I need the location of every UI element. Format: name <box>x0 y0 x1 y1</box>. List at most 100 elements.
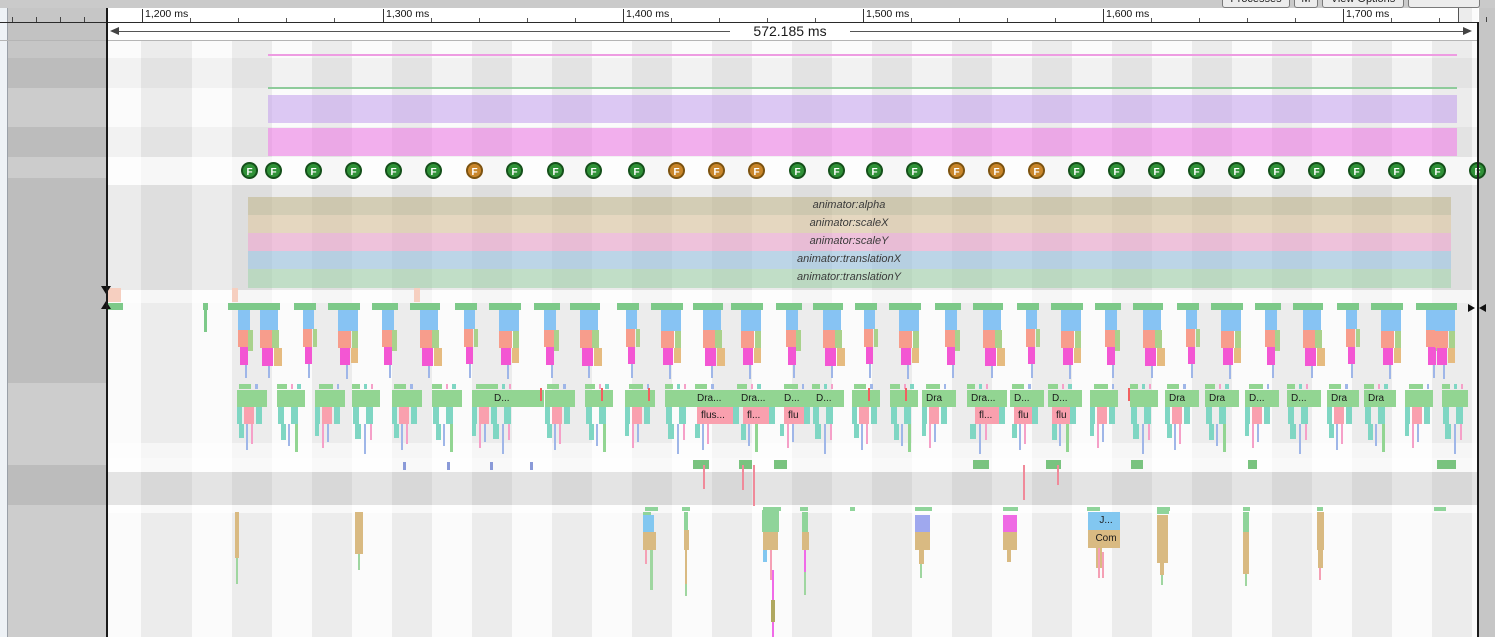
trace-slice[interactable] <box>861 424 863 450</box>
trace-slice[interactable] <box>899 331 912 348</box>
trace-slice[interactable] <box>238 310 250 330</box>
trace-slice[interactable] <box>755 331 761 353</box>
trace-slice[interactable] <box>1145 348 1156 366</box>
trace-slice[interactable] <box>901 424 903 446</box>
trace-slice[interactable] <box>625 390 655 407</box>
trace-slice[interactable] <box>295 424 298 452</box>
trace-slice[interactable] <box>1435 310 1455 331</box>
trace-slice[interactable] <box>1028 384 1031 389</box>
trace-slice[interactable] <box>1183 384 1186 389</box>
trace-slice[interactable] <box>545 390 575 407</box>
trace-slice[interactable] <box>1115 330 1120 351</box>
trace-slice[interactable] <box>1317 512 1324 550</box>
trace-slice[interactable] <box>1243 512 1249 532</box>
trace-slice[interactable] <box>1057 465 1059 485</box>
trace-slice[interactable] <box>967 384 975 389</box>
lavender-duration-track[interactable] <box>268 95 1457 123</box>
trace-slice[interactable] <box>1167 424 1172 438</box>
trace-slice[interactable] <box>804 572 806 595</box>
trace-slice[interactable] <box>1048 384 1058 389</box>
frame-marker[interactable]: F <box>241 162 258 179</box>
trace-slice[interactable] <box>588 366 590 378</box>
trace-slice[interactable] <box>986 384 988 389</box>
trace-slice[interactable] <box>693 460 709 469</box>
trace-slice[interactable] <box>1109 407 1115 424</box>
trace-slice[interactable]: D... <box>1287 390 1321 407</box>
trace-slice[interactable] <box>1424 407 1430 424</box>
trace-slice[interactable] <box>929 424 931 448</box>
trace-slice[interactable] <box>237 390 267 407</box>
trace-slice[interactable] <box>776 303 802 310</box>
trace-slice[interactable] <box>1346 329 1355 347</box>
trace-slice[interactable] <box>472 424 476 436</box>
trace-slice[interactable] <box>545 407 550 424</box>
trace-slice[interactable] <box>274 348 282 366</box>
trace-slice[interactable] <box>1303 330 1315 348</box>
trace-slice[interactable] <box>677 384 680 389</box>
trace-slice[interactable] <box>1249 384 1263 389</box>
trace-slice[interactable] <box>830 424 832 440</box>
trace-slice[interactable] <box>544 310 556 330</box>
trace-slice[interactable] <box>315 424 319 436</box>
trace-slice[interactable] <box>1426 330 1436 347</box>
trace-slice[interactable] <box>1161 575 1163 585</box>
trace-slice[interactable] <box>944 384 946 389</box>
trace-slice[interactable] <box>1235 331 1241 353</box>
vsync-pink-track[interactable] <box>268 54 1457 56</box>
trace-slice[interactable] <box>436 424 441 440</box>
trace-slice[interactable] <box>1032 407 1038 424</box>
trace-slice[interactable] <box>703 310 721 330</box>
trace-slice[interactable] <box>443 424 445 446</box>
frame-marker[interactable]: F <box>906 162 923 179</box>
trace-slice[interactable] <box>802 384 804 389</box>
trace-slice[interactable] <box>1299 384 1302 389</box>
span-arrowhead-right[interactable] <box>1463 27 1472 35</box>
trace-slice[interactable] <box>826 407 833 424</box>
trace-slice[interactable] <box>1346 310 1357 329</box>
trace-slice[interactable]: Dra... <box>737 390 782 407</box>
trace-slice[interactable] <box>864 329 873 347</box>
trace-slice[interactable] <box>432 330 439 348</box>
trace-event-tick[interactable] <box>490 462 493 470</box>
trace-slice[interactable] <box>1130 384 1138 389</box>
trace-slice[interactable] <box>854 424 859 438</box>
trace-slice[interactable] <box>1098 548 1100 578</box>
trace-slice[interactable] <box>711 384 714 389</box>
trace-slice[interactable] <box>420 310 438 330</box>
trace-slice[interactable] <box>469 364 471 378</box>
trace-slice[interactable] <box>632 407 642 424</box>
event-marker[interactable] <box>108 288 121 302</box>
trace-slice[interactable] <box>1243 532 1249 574</box>
trace-slice[interactable] <box>1405 424 1409 436</box>
trace-slice[interactable] <box>1019 424 1021 450</box>
trace-slice[interactable] <box>748 424 750 446</box>
trace-slice[interactable] <box>804 550 806 572</box>
trace-slice[interactable] <box>915 515 930 532</box>
trace-slice[interactable] <box>1221 331 1234 348</box>
trace-slice[interactable] <box>1155 330 1162 348</box>
trace-slice[interactable] <box>907 365 909 379</box>
trace-slice[interactable] <box>472 390 490 407</box>
trace-slice[interactable] <box>643 532 656 550</box>
trace-slice[interactable] <box>509 384 511 389</box>
trace-slice[interactable] <box>235 512 239 558</box>
frame-marker[interactable]: F <box>1228 162 1245 179</box>
frame-marker[interactable]: F <box>1268 162 1285 179</box>
trace-slice[interactable] <box>647 384 649 389</box>
trace-slice[interactable] <box>995 330 1002 348</box>
trace-slice[interactable] <box>358 554 360 570</box>
trace-slice[interactable] <box>599 407 606 424</box>
trace-slice[interactable]: D... <box>1245 390 1279 407</box>
trace-event-tick[interactable] <box>447 462 450 470</box>
trace-slice[interactable]: fl... <box>743 407 771 424</box>
trace-slice[interactable] <box>929 407 939 424</box>
trace-slice[interactable] <box>825 348 836 366</box>
trace-slice[interactable] <box>695 424 700 438</box>
trace-slice[interactable] <box>1130 390 1158 407</box>
trace-slice[interactable] <box>1412 407 1422 424</box>
trace-slice[interactable] <box>1265 310 1277 330</box>
trace-slice[interactable] <box>899 310 919 331</box>
trace-slice[interactable]: D... <box>1048 390 1082 407</box>
trace-slice[interactable] <box>1409 384 1423 389</box>
frame-marker[interactable]: F <box>425 162 442 179</box>
